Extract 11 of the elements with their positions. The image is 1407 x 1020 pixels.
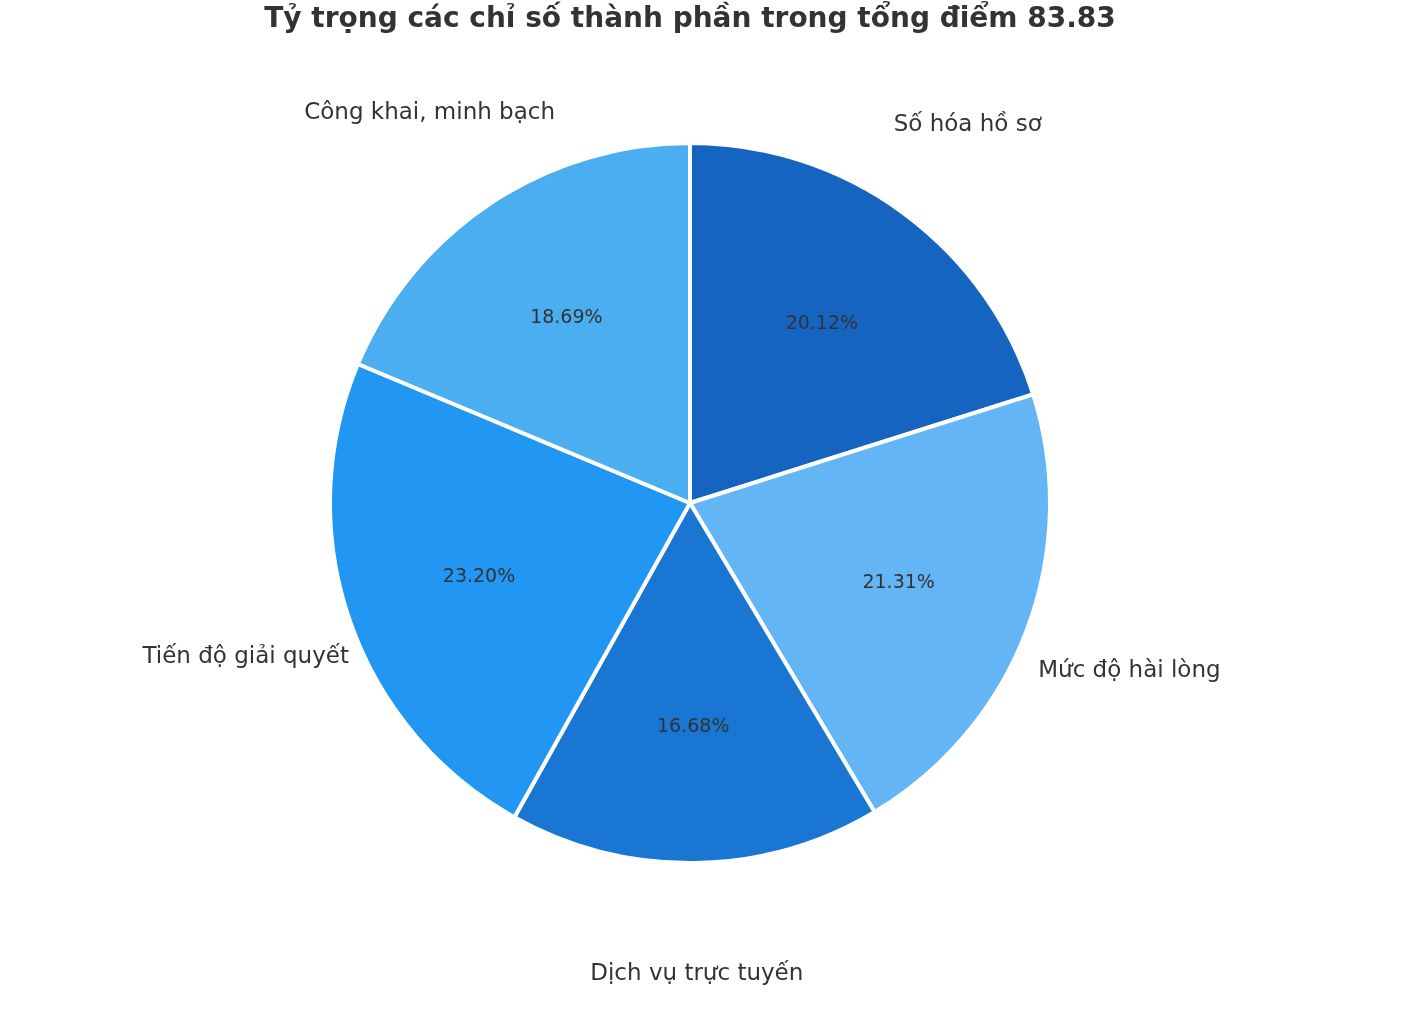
data-label: 23.20% [442, 563, 516, 586]
data-label: 21.31% [862, 570, 935, 593]
slice-label: Công khai, minh bạch [304, 97, 556, 124]
slice-label: Số hóa hồ sơ [893, 109, 1042, 136]
slice-label: Mức độ hài lòng [1038, 655, 1221, 682]
data-label: 18.69% [530, 305, 603, 328]
data-label: 20.12% [785, 310, 859, 333]
slice-label: Dịch vụ trực tuyến [590, 958, 804, 985]
slice-label: Tiến độ giải quyết [141, 642, 349, 669]
chart-title: Tỷ trọng các chỉ số thành phần trong tổng điểm 83.83 [264, 0, 1116, 34]
data-label: 16.68% [657, 714, 730, 737]
